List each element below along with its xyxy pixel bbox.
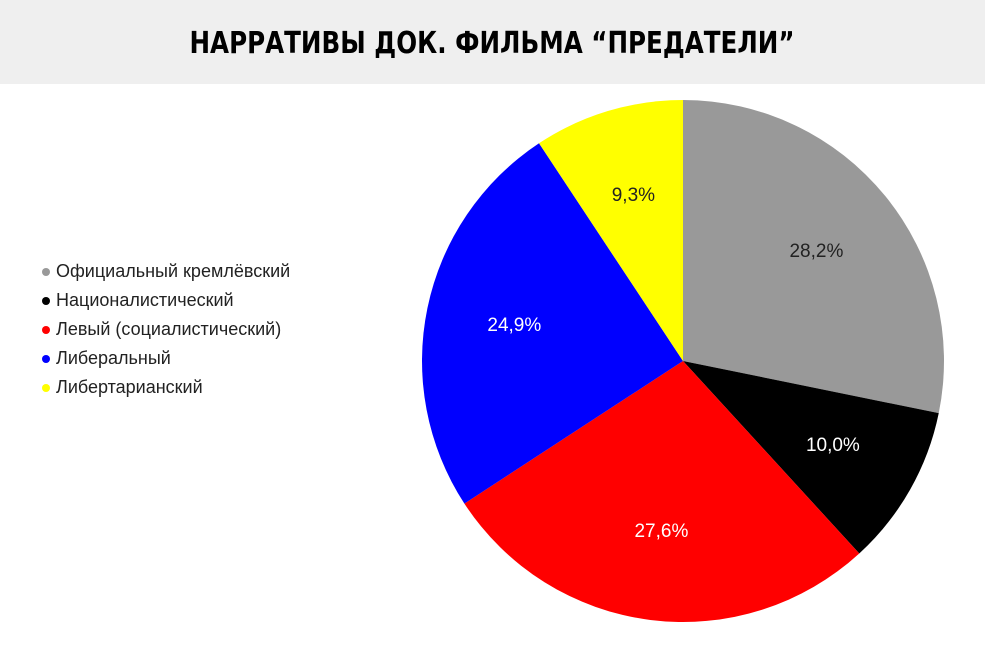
header-band [0,0,985,84]
data-label: 27,6% [634,521,688,542]
pie-slice [421,143,683,504]
data-label: 28,2% [789,241,843,262]
legend-marker [42,384,50,392]
data-label: 9,3% [612,185,655,206]
legend-label: Официальный кремлёвский [56,261,290,281]
data-label: 10,0% [806,435,860,456]
pie-slice [539,100,683,361]
legend-marker [42,268,50,276]
pie-slice [683,361,939,554]
pie-slice [683,100,945,414]
data-label: 24,9% [487,315,541,336]
legend-label: Либеральный [56,348,171,368]
legend-marker [42,297,50,305]
legend-marker [42,326,50,334]
legend-label: Националистический [56,290,234,310]
legend-marker [42,355,50,363]
pie-slice [464,361,860,622]
chart-title: НАРРАТИВЫ ДОК. ФИЛЬМА “ПРЕДАТЕЛИ” [189,27,794,61]
legend-label: Левый (социалистический) [56,319,281,339]
legend-label: Либертарианский [56,377,203,397]
